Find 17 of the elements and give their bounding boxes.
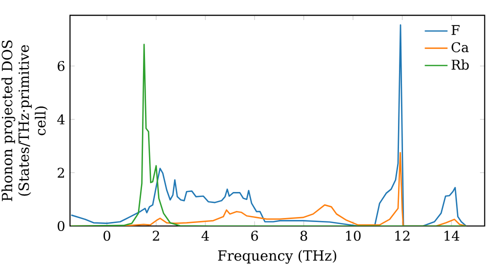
x-tick-label: 6 — [251, 230, 258, 241]
y-tick-label: 2 — [58, 168, 64, 178]
legend-label: Rb — [452, 59, 469, 70]
x-tick-label: 12 — [395, 230, 410, 241]
y-axis-title: Phonon projected DOS (States/THz·primitive cell) — [2, 40, 48, 202]
legend-label: Ca — [452, 42, 469, 52]
x-tick-label: 0 — [104, 230, 110, 241]
x-axis-title: Frequency (THz) — [218, 250, 336, 264]
x-tick-label: 2 — [152, 230, 160, 241]
y-tick-label: 6 — [58, 60, 64, 72]
y-tick-label: 0 — [58, 220, 64, 232]
x-tick-label: 8 — [300, 230, 308, 241]
x-tick-label: 14 — [444, 230, 460, 241]
x-tick-label: 10 — [346, 230, 361, 241]
y-tick-label: 4 — [57, 114, 65, 124]
x-tick-label: 4 — [202, 230, 209, 241]
legend-label: F — [452, 25, 460, 35]
